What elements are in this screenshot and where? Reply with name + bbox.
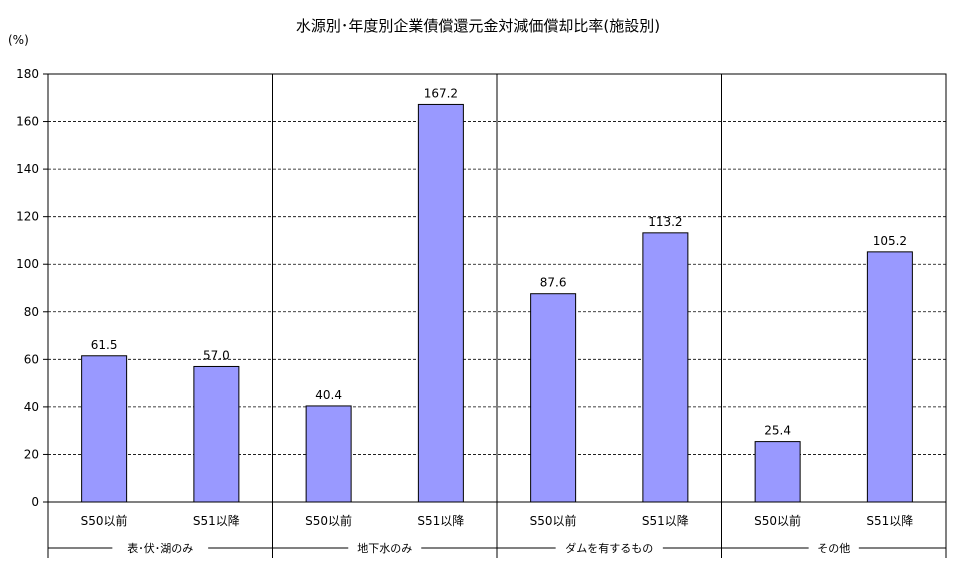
bar [530, 293, 577, 503]
y-tick-label: 0 [31, 495, 39, 509]
y-tick-label: 180 [16, 67, 39, 81]
bar [193, 365, 240, 503]
x-category-label: S50以前 [81, 513, 128, 528]
y-axis-ticks: 0 20 40 60 80 100 120 140 160 180 [16, 67, 48, 509]
y-tick-label: 100 [16, 257, 39, 271]
x-category-label: S51以降 [866, 514, 913, 528]
bar [754, 441, 801, 503]
bar [866, 251, 913, 503]
bar [417, 103, 464, 503]
x-category-label: S51以降 [417, 514, 464, 528]
data-label: 105.2 [873, 234, 907, 248]
group-label: 表･伏･湖のみ [127, 541, 193, 555]
data-label: 57.0 [203, 348, 230, 362]
x-category-label: S50以前 [530, 513, 577, 528]
y-tick-label: 140 [16, 162, 39, 176]
data-labels: 61.5 57.0 40.4 167.2 87.6 113.2 25.4 105.2 [91, 86, 907, 437]
y-tick-label: 40 [24, 400, 39, 414]
x-category-label: S50以前 [305, 513, 352, 528]
y-tick-label: 20 [24, 447, 39, 461]
bar [81, 355, 128, 503]
data-label: 113.2 [648, 215, 682, 229]
data-label: 40.4 [315, 388, 342, 402]
y-tick-label: 60 [24, 352, 39, 366]
x-category-label: S51以降 [193, 514, 240, 528]
data-label: 61.5 [91, 338, 118, 352]
y-tick-label: 160 [16, 115, 39, 129]
y-axis-unit-label: (%) [8, 33, 29, 47]
x-category-label: S50以前 [754, 513, 801, 528]
group-label: その他 [817, 542, 850, 555]
group-label: ダムを有するもの [565, 541, 653, 555]
y-tick-label: 120 [16, 210, 39, 224]
y-tick-label: 80 [24, 305, 39, 319]
group-label: 地下水のみ [357, 542, 412, 555]
x-category-label: S51以降 [642, 514, 689, 528]
data-label: 87.6 [540, 276, 567, 290]
plot-frame [47, 73, 947, 503]
chart-title: 水源別･年度別企業債償還元金対減価償却比率(施設別) [296, 17, 660, 35]
bar [642, 232, 689, 503]
bar [305, 405, 352, 503]
data-label: 25.4 [764, 424, 791, 438]
data-label: 167.2 [424, 86, 458, 100]
